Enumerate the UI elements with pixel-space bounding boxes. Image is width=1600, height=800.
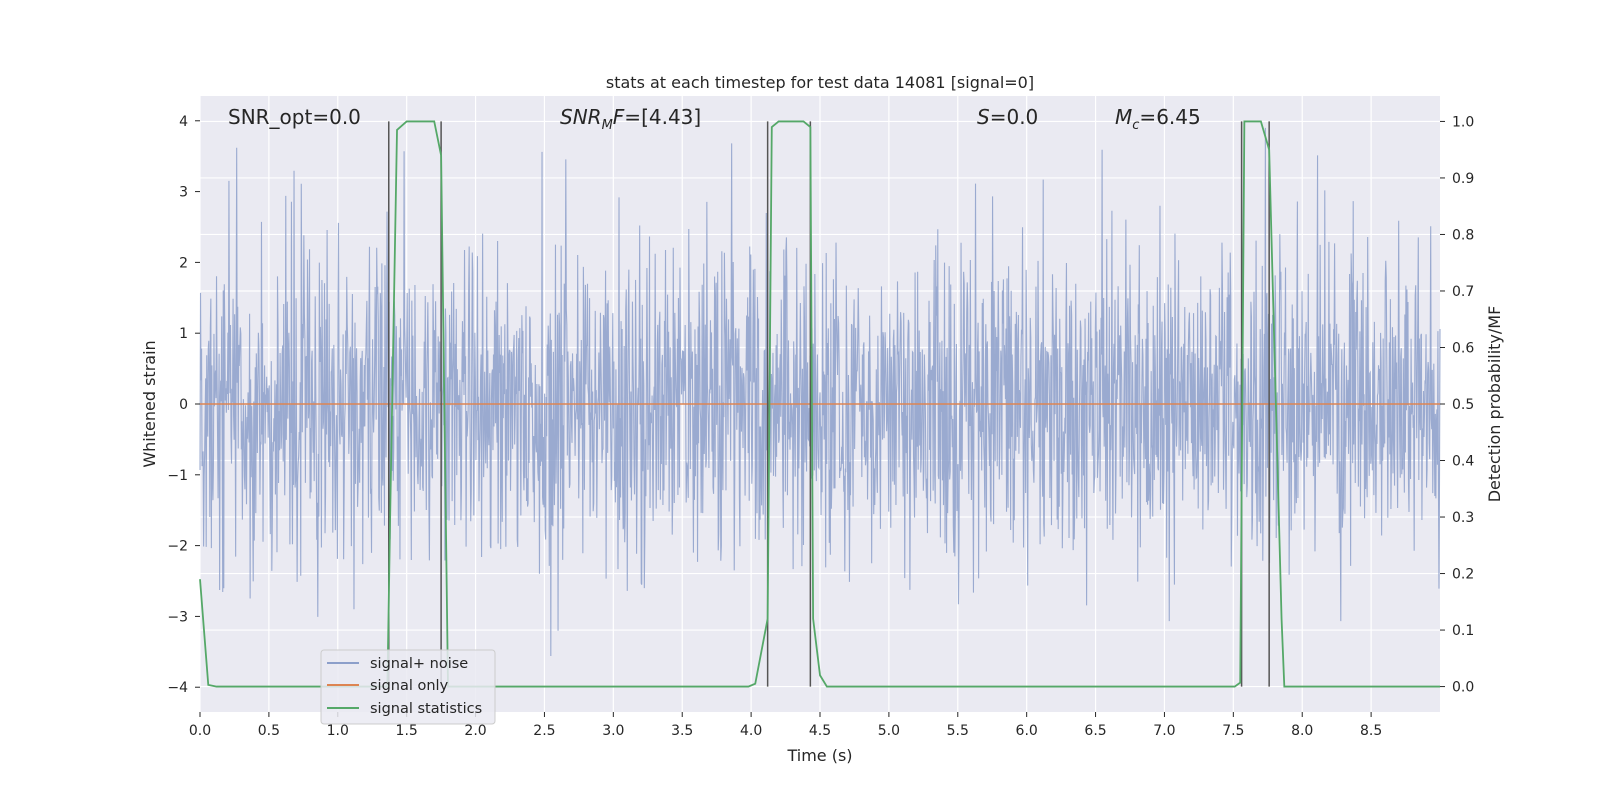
y-tick-label-6: −2 bbox=[167, 539, 188, 555]
legend-label-noise: signal+ noise bbox=[370, 656, 468, 672]
legend-label-stats: signal statistics bbox=[370, 701, 482, 717]
y-right-tick-label-6: 0.4 bbox=[1452, 454, 1474, 470]
y-tick-label-7: −3 bbox=[167, 609, 188, 625]
y-tick-label-1: 3 bbox=[179, 185, 188, 201]
y-tick-label-0: 4 bbox=[179, 114, 188, 130]
annotation-s-label: S bbox=[977, 105, 990, 129]
y-right-tick-label-0: 1.0 bbox=[1452, 114, 1474, 130]
y-right-tick-label-2: 0.8 bbox=[1452, 227, 1474, 243]
x-tick-label-13: 6.5 bbox=[1084, 723, 1106, 739]
y-right-tick-label-8: 0.2 bbox=[1452, 567, 1474, 583]
annotation-mc-value: 6.45 bbox=[1156, 105, 1201, 129]
x-tick-label-3: 1.5 bbox=[396, 723, 418, 739]
y-right-tick-label-4: 0.6 bbox=[1452, 340, 1474, 356]
y-axis-ticks-right: 1.0 0.9 0.8 0.7 0.6 0.5 0.4 0.3 0.2 0.1 0.0 bbox=[1440, 114, 1474, 696]
annotation-snr-opt-value: 0.0 bbox=[329, 105, 361, 129]
x-tick-label-17: 8.5 bbox=[1360, 723, 1382, 739]
y-right-tick-label-10: 0.0 bbox=[1452, 680, 1474, 696]
x-tick-label-8: 4.0 bbox=[740, 723, 762, 739]
y-tick-label-5: −1 bbox=[167, 468, 188, 484]
x-tick-label-9: 4.5 bbox=[809, 723, 831, 739]
series-line-stats bbox=[199, 120, 1440, 688]
x-tick-label-14: 7.0 bbox=[1153, 723, 1175, 739]
annotation-snr-mf-subscript: M bbox=[602, 118, 613, 133]
annotation-snr-mf: SNRMF=[4.43] bbox=[560, 105, 701, 133]
annotation-snr-opt-label: SNR_opt bbox=[228, 105, 312, 129]
x-tick-label-7: 3.5 bbox=[671, 723, 693, 739]
series-signal-noise bbox=[199, 127, 1441, 656]
legend: signal+ noise signal only signal statist… bbox=[320, 649, 496, 725]
annotation-mc-label: M bbox=[1115, 105, 1132, 129]
y-axis-label-right: Detection probability/MF bbox=[1485, 306, 1504, 503]
series-signal-statistics bbox=[199, 120, 1440, 688]
x-tick-label-16: 8.0 bbox=[1291, 723, 1313, 739]
legend-label-signal: signal only bbox=[370, 678, 449, 694]
x-tick-label-2: 1.0 bbox=[327, 723, 349, 739]
annotation-s-value: 0.0 bbox=[1006, 105, 1038, 129]
legend-box bbox=[320, 649, 496, 725]
y-right-tick-label-1: 0.9 bbox=[1452, 171, 1474, 187]
x-axis-ticks: 0.0 0.5 1.0 1.5 2.0 2.5 3.0 3.5 4.0 4.5 5.0 5.5 6.0 6… bbox=[189, 712, 1382, 739]
x-tick-label-11: 5.5 bbox=[947, 723, 969, 739]
x-tick-label-6: 3.0 bbox=[602, 723, 624, 739]
y-right-tick-label-7: 0.3 bbox=[1452, 510, 1474, 526]
series-line-noise bbox=[199, 127, 1441, 656]
y-tick-label-3: 1 bbox=[179, 326, 188, 342]
annotation-mc-subscript: c bbox=[1132, 118, 1139, 133]
annotation-snr-opt: SNR_opt=0.0 bbox=[228, 105, 361, 129]
x-tick-label-0: 0.0 bbox=[189, 723, 211, 739]
annotation-mc: Mc=6.45 bbox=[1115, 105, 1201, 133]
x-tick-label-5: 2.5 bbox=[533, 723, 555, 739]
x-tick-label-1: 0.5 bbox=[258, 723, 280, 739]
x-tick-label-12: 6.0 bbox=[1016, 723, 1038, 739]
chart-title: stats at each timestep for test data 140… bbox=[606, 73, 1034, 92]
y-right-tick-label-9: 0.1 bbox=[1452, 623, 1474, 639]
x-tick-label-10: 5.0 bbox=[878, 723, 900, 739]
y-right-tick-label-5: 0.5 bbox=[1452, 397, 1474, 413]
annotation-snr-mf-value: [4.43] bbox=[641, 105, 701, 129]
annotation-snr-mf-label: SNR bbox=[560, 105, 602, 129]
x-tick-label-15: 7.5 bbox=[1222, 723, 1244, 739]
y-axis-label: Whitened strain bbox=[140, 340, 159, 467]
y-tick-label-2: 2 bbox=[179, 255, 188, 271]
annotation-s: S=0.0 bbox=[977, 105, 1038, 129]
y-right-tick-label-3: 0.7 bbox=[1452, 284, 1474, 300]
y-tick-label-4: 0 bbox=[179, 397, 188, 413]
y-tick-label-8: −4 bbox=[167, 680, 188, 696]
annotation-snr-mf-suffix: F bbox=[613, 105, 625, 129]
x-axis-label: Time (s) bbox=[786, 746, 852, 765]
x-tick-label-4: 2.0 bbox=[464, 723, 486, 739]
y-axis-ticks-left: 4 3 2 1 0 −1 −2 −3 −4 bbox=[167, 114, 200, 696]
